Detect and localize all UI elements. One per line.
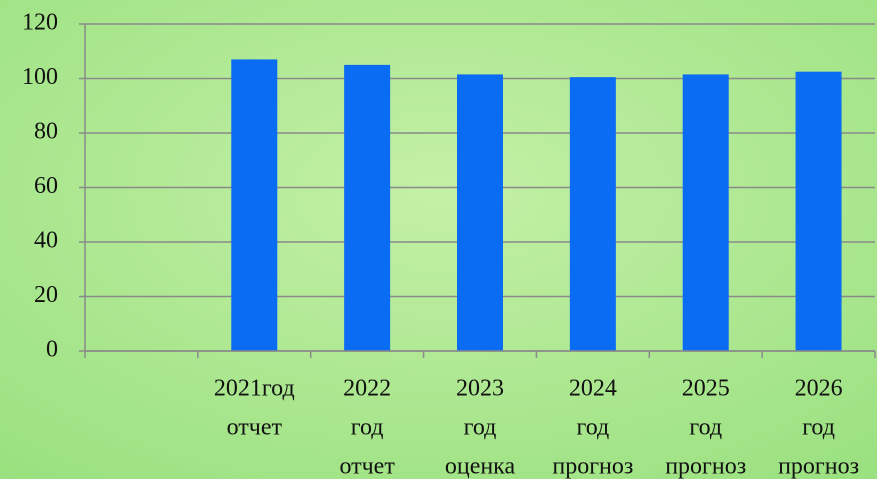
y-tick-label: 0: [46, 337, 58, 363]
y-tick-label: 100: [22, 64, 58, 90]
x-tick-label: год: [576, 415, 609, 441]
x-tick-label: 2024: [569, 376, 617, 402]
x-tick-label: год: [689, 415, 722, 441]
bar: [569, 77, 616, 351]
x-tick-label: прогноз: [552, 454, 633, 479]
x-tick-label: отчет: [339, 454, 395, 479]
x-tick-label: отчет: [227, 415, 283, 441]
y-tick-label: 60: [34, 173, 58, 199]
bar: [231, 59, 278, 352]
x-tick-label: год: [464, 415, 497, 441]
y-tick-label: 20: [34, 282, 58, 308]
bar: [795, 71, 842, 351]
x-tick-label: 2023: [456, 376, 504, 402]
y-tick-label: 80: [34, 119, 58, 145]
x-tick-label: прогноз: [665, 454, 746, 479]
y-tick-label: 120: [22, 10, 58, 36]
bar: [344, 64, 391, 351]
x-tick-label: 2022: [343, 376, 391, 402]
x-tick-label: прогноз: [778, 454, 859, 479]
x-tick-label: 2026: [795, 376, 843, 402]
x-tick-label: 2025: [682, 376, 730, 402]
x-tick-label: год: [351, 415, 384, 441]
bar: [682, 74, 729, 351]
y-tick-label: 40: [34, 228, 58, 254]
bar: [457, 74, 503, 351]
x-tick-label: 2021год: [214, 376, 295, 402]
x-tick-label: оценка: [445, 454, 516, 479]
x-tick-label: год: [802, 415, 835, 441]
